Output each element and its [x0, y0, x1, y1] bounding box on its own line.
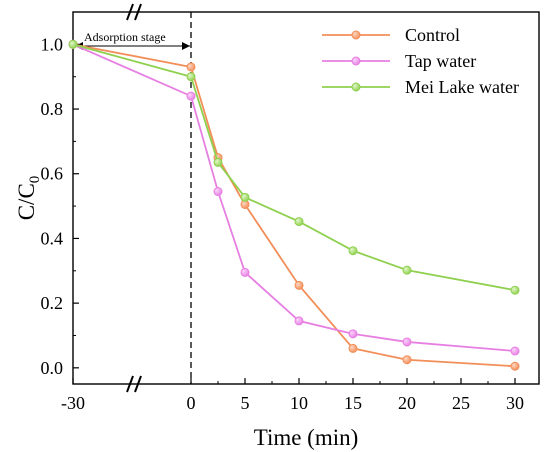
series-line [72, 43, 516, 352]
legend-marker [351, 82, 361, 92]
data-point [348, 329, 358, 339]
data-point [348, 246, 358, 256]
top-axis-break-mark-left [126, 3, 134, 21]
data-point [186, 91, 196, 101]
x-tick-label: 25 [452, 393, 470, 413]
axis-breaks [126, 3, 142, 393]
x-tick-label: 30 [506, 393, 524, 413]
bottom-axis-break-mark-left [126, 375, 134, 393]
x-axis-ticks: -30 0 5 10 15 20 25 30 [61, 378, 524, 413]
x-axis-title: Time (min) [254, 425, 359, 450]
x-tick-label: 15 [344, 393, 362, 413]
legend-label: Control [405, 25, 460, 45]
y-tick-label: 0.8 [41, 99, 64, 119]
legend-item: Control [322, 25, 460, 45]
x-tick-label: -30 [61, 393, 85, 413]
legend-marker [351, 30, 361, 40]
data-point [186, 62, 196, 72]
series-tap-water [68, 39, 520, 356]
y-axis-ticks: 0.0 0.2 0.4 0.6 0.8 1.0 [41, 34, 79, 378]
adsorption-arrow-right-head [182, 42, 190, 50]
data-point [68, 39, 78, 49]
plot-frame [72, 11, 540, 385]
bottom-axis-break-mark-right [134, 375, 142, 393]
legend-item: Tap water [322, 51, 476, 71]
y-axis-title-subscript: 0 [27, 176, 43, 184]
series-mei-lake-water [68, 39, 520, 295]
adsorption-stage-annotation: Adsorption stage [75, 30, 190, 50]
x-tick-label: 5 [241, 393, 250, 413]
series-layer [68, 39, 520, 371]
x-tick-label: 20 [398, 393, 416, 413]
data-point [294, 217, 304, 227]
data-point [213, 157, 223, 167]
adsorption-stage-label: Adsorption stage [84, 30, 166, 44]
y-tick-label: 0.0 [41, 358, 64, 378]
data-point [510, 285, 520, 295]
data-point [348, 343, 358, 353]
data-point [186, 72, 196, 82]
top-axis-break-mark-right [134, 3, 142, 21]
y-axis-title: C/C0 [14, 176, 43, 221]
series-line [72, 43, 516, 292]
y-tick-label: 0.6 [41, 164, 64, 184]
data-point [294, 280, 304, 290]
data-point [294, 316, 304, 326]
y-axis-title-main: C/C [14, 183, 39, 220]
y-tick-label: 1.0 [41, 34, 64, 54]
legend: Control Tap water Mei Lake water [322, 25, 519, 97]
legend-label: Mei Lake water [405, 77, 519, 97]
data-point [510, 346, 520, 356]
data-point [213, 187, 223, 197]
legend-item: Mei Lake water [322, 77, 519, 97]
legend-marker [351, 56, 361, 66]
x-tick-label: 0 [187, 393, 196, 413]
series-line [72, 43, 516, 368]
data-point [402, 265, 412, 275]
legend-label: Tap water [405, 51, 476, 71]
data-point [402, 337, 412, 347]
data-point [510, 361, 520, 371]
x-tick-label: 10 [290, 393, 308, 413]
data-point [402, 355, 412, 365]
y-tick-label: 0.4 [41, 228, 64, 248]
y-tick-label: 0.2 [41, 293, 64, 313]
data-point [240, 192, 250, 202]
data-point [240, 267, 250, 277]
